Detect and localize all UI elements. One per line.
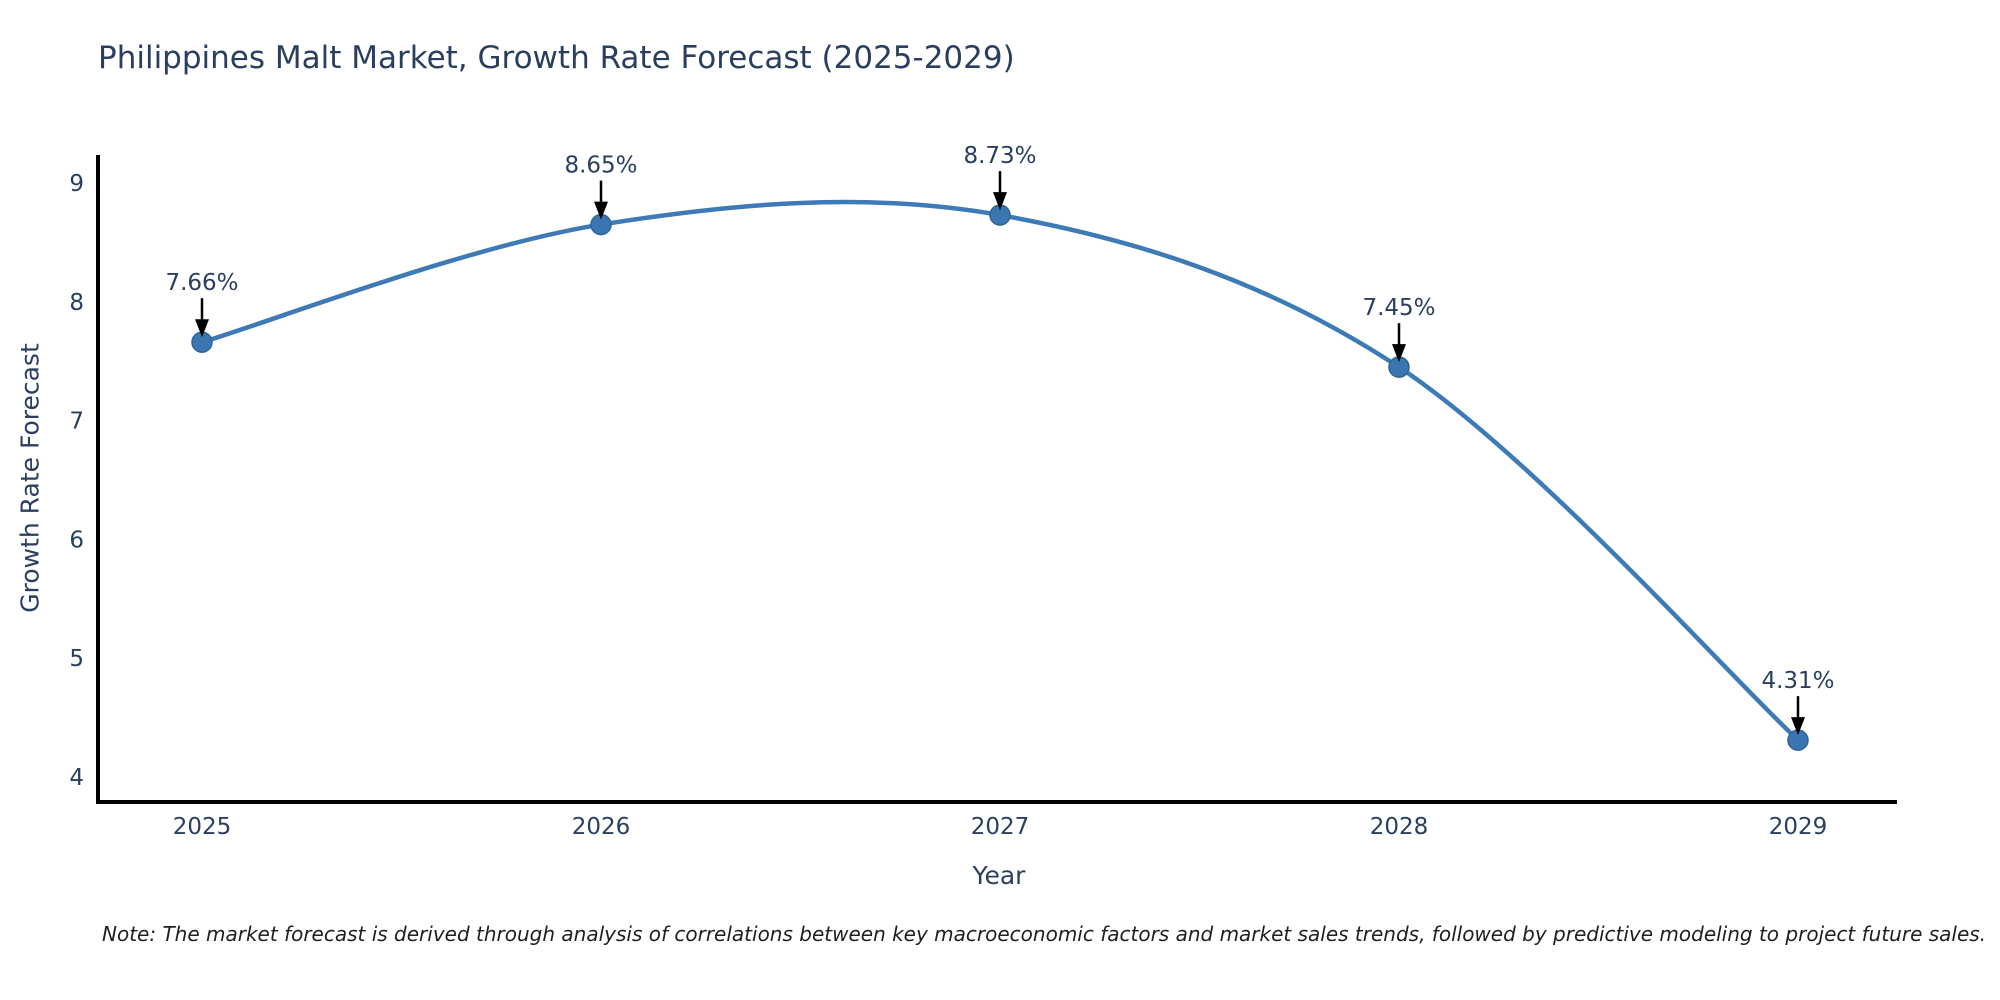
y-tick-label: 4 (69, 765, 84, 791)
data-point-label: 4.31% (1761, 668, 1834, 694)
x-tick-label: 2028 (1370, 814, 1429, 840)
annotation-arrow-head (195, 319, 209, 338)
y-tick-label: 6 (69, 527, 84, 553)
x-tick-label: 2029 (1769, 814, 1828, 840)
chart-title: Philippines Malt Market, Growth Rate For… (98, 40, 1015, 76)
footnote: Note: The market forecast is derived thr… (102, 922, 1987, 946)
y-tick-label: 7 (69, 409, 84, 435)
x-tick-label: 2025 (173, 814, 232, 840)
annotation-arrow-head (993, 192, 1007, 211)
data-point-label: 7.45% (1362, 295, 1435, 321)
annotation-arrow-head (1791, 717, 1805, 736)
annotation-arrow-head (1392, 344, 1406, 363)
annotation-arrow-head (594, 201, 608, 220)
forecast-line (201, 199, 1800, 742)
y-tick-label: 9 (69, 171, 84, 197)
data-point-label: 8.73% (963, 143, 1036, 169)
data-point-label: 7.66% (165, 270, 238, 296)
x-axis-title: Year (972, 861, 1026, 890)
data-point-label: 8.65% (564, 153, 637, 179)
x-tick-label: 2026 (572, 814, 631, 840)
y-tick-label: 5 (69, 646, 84, 672)
x-tick-label: 2027 (971, 814, 1030, 840)
y-tick-label: 8 (69, 290, 84, 316)
axis-lines (96, 155, 1897, 804)
